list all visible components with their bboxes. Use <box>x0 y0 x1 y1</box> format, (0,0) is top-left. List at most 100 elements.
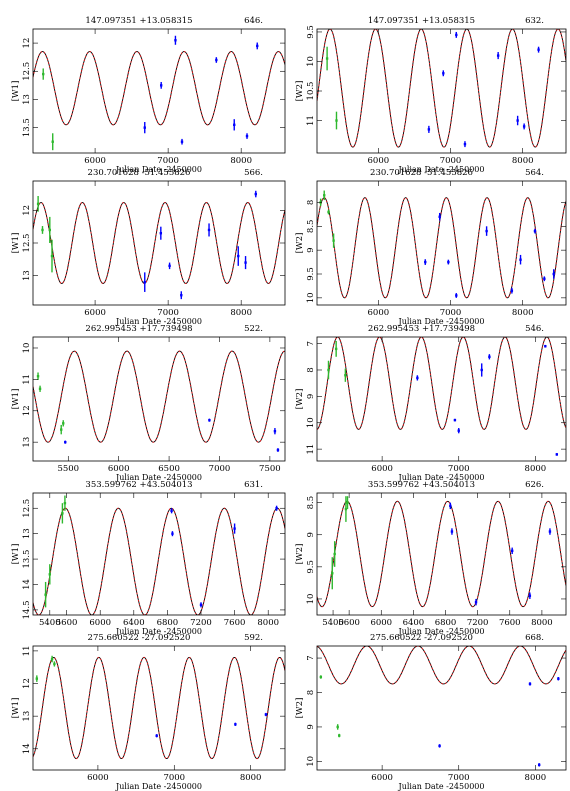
x-tick-label: 7000 <box>157 156 179 166</box>
point-marker <box>442 72 445 75</box>
point-marker <box>424 260 427 264</box>
point-marker <box>327 368 330 372</box>
model-curve <box>33 202 285 284</box>
y-tick-label: 8 <box>306 367 316 372</box>
panel-period: 592. <box>244 633 263 643</box>
data-point <box>159 226 163 240</box>
point-marker <box>510 289 514 292</box>
y-tick-label: 7 <box>306 655 316 660</box>
model-curve-samples <box>317 197 566 299</box>
data-point <box>457 428 460 434</box>
plot-frame <box>32 28 286 154</box>
data-point <box>442 70 445 77</box>
data-point <box>50 655 54 663</box>
panel-title: 147.097351 +13.058315 <box>368 16 475 26</box>
point-marker <box>245 134 249 138</box>
panel-period: 626. <box>525 480 544 490</box>
x-tick-label: 7000 <box>448 773 470 783</box>
model-curve-samples <box>317 337 566 430</box>
data-point <box>62 420 65 427</box>
panel-title: 353.599762 +43.504013 <box>368 480 475 490</box>
point-marker <box>233 123 236 127</box>
y-tick-label: 12 <box>22 38 32 49</box>
point-marker <box>537 48 540 51</box>
data-point <box>548 528 552 535</box>
data-point <box>537 763 541 767</box>
plot-frame <box>316 336 567 462</box>
x-tick-label: 8000 <box>512 308 534 318</box>
y-axis-label: [W1] <box>11 544 21 565</box>
x-tick-label: 8000 <box>230 308 252 318</box>
y-tick-label: 10 <box>306 56 316 67</box>
y-tick-label: 13.5 <box>22 118 32 137</box>
data-point <box>552 269 555 279</box>
data-point <box>455 31 458 38</box>
data-point <box>276 448 280 452</box>
point-marker <box>548 530 552 533</box>
point-marker <box>480 368 483 372</box>
data-point <box>319 675 323 679</box>
y-tick-label: 9.5 <box>306 25 316 39</box>
plot-frame <box>316 492 567 616</box>
point-marker <box>273 429 277 433</box>
data-point <box>215 57 218 63</box>
point-marker <box>233 527 236 530</box>
point-marker <box>64 440 67 444</box>
data-point <box>245 133 249 139</box>
data-point <box>48 564 51 585</box>
x-tick-label: 7600 <box>224 618 246 628</box>
x-tick-label: 6500 <box>158 464 180 474</box>
data-point <box>171 531 174 537</box>
data-point <box>51 133 54 151</box>
y-axis-label: [W1] <box>11 233 21 254</box>
panel-3: 6000 7000 8000 12 12.5 13 230.701628 -51.45582… <box>11 168 286 326</box>
point-marker <box>344 374 347 377</box>
data-point <box>237 246 240 266</box>
data-point <box>344 496 348 522</box>
y-tick-label: 13 <box>22 437 32 448</box>
point-marker <box>438 215 441 218</box>
point-marker <box>555 453 559 456</box>
data-point <box>438 744 441 748</box>
data-point <box>170 508 173 514</box>
model-curve-samples <box>33 656 285 760</box>
x-tick-label: 5600 <box>338 618 360 628</box>
y-tick-label: 10 <box>306 756 316 767</box>
y-axis-label: [W2] <box>295 81 305 102</box>
x-tick-label: 8000 <box>230 156 252 166</box>
panel-period: 632. <box>525 16 544 26</box>
point-marker <box>254 192 257 196</box>
data-point <box>449 502 452 510</box>
data-point <box>35 675 39 682</box>
y-tick-label: 9 <box>306 247 316 252</box>
point-marker <box>234 723 237 726</box>
data-point <box>522 123 526 130</box>
y-tick-label: 12 <box>22 405 32 416</box>
point-marker <box>338 734 341 737</box>
data-point <box>233 523 236 534</box>
point-marker <box>485 229 488 233</box>
data-point <box>38 385 42 392</box>
y-tick-label: 10 <box>306 594 316 605</box>
x-tick-label: 8000 <box>525 773 547 783</box>
point-marker <box>159 232 163 235</box>
point-marker <box>50 254 54 258</box>
point-marker <box>438 744 441 748</box>
y-tick-label: 14 <box>22 743 32 754</box>
point-marker <box>522 125 526 128</box>
point-marker <box>63 501 67 505</box>
plot-frame <box>32 645 286 771</box>
point-marker <box>174 39 177 42</box>
panel-title: 275.660522 -27.092520 <box>370 633 473 643</box>
x-tick-label: 6000 <box>368 308 390 318</box>
x-tick-label: 6000 <box>89 618 111 628</box>
y-tick-label: 14.5 <box>22 600 32 619</box>
x-tick-label: 7000 <box>157 308 179 318</box>
point-marker <box>346 501 349 504</box>
point-marker <box>319 675 323 679</box>
point-marker <box>48 573 51 576</box>
y-tick-label: 9 <box>306 724 316 729</box>
model-curve <box>33 656 285 760</box>
data-point <box>207 223 211 237</box>
data-point <box>519 254 522 265</box>
